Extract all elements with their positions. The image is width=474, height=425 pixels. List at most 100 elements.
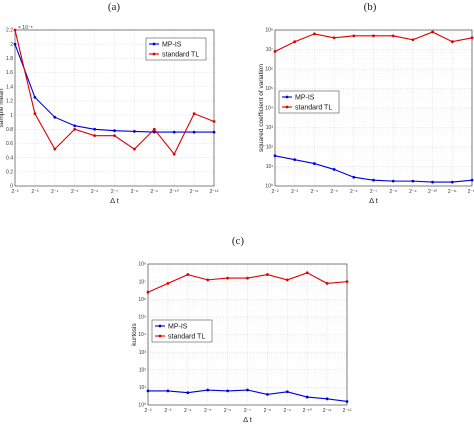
legend-box xyxy=(151,319,213,343)
y-tick-label: 0.4 xyxy=(6,155,13,161)
data-point xyxy=(450,180,454,184)
y-tick-label: 10⁵ xyxy=(138,315,146,321)
data-point xyxy=(172,152,176,156)
data-point xyxy=(352,175,356,179)
data-point xyxy=(73,124,77,128)
legend-label: MP-IS xyxy=(168,323,188,330)
panel-label: (a) xyxy=(108,1,121,13)
data-point xyxy=(206,278,210,282)
x-tick-label: 2⁻³ xyxy=(164,408,171,414)
x-tick-label: 2⁻¹⁰ xyxy=(303,408,312,414)
data-point xyxy=(186,391,190,395)
data-point xyxy=(470,178,474,182)
data-point xyxy=(133,130,136,133)
y-tick-label: 0.8 xyxy=(6,127,13,133)
y-tick-label: 10¹ xyxy=(266,164,274,170)
y-tick-label: 10² xyxy=(139,367,147,373)
y-multiplier: × 10⁻⁸ xyxy=(18,25,33,31)
data-point xyxy=(313,32,316,36)
data-point xyxy=(226,389,230,393)
y-tick-label: 2.2 xyxy=(6,28,13,34)
data-point xyxy=(93,134,96,138)
x-tick-label: 2⁻¹² xyxy=(468,189,474,195)
data-point xyxy=(53,115,57,119)
x-tick-label: 2⁻¹⁰ xyxy=(170,189,179,195)
x-tick-label: 2⁻² xyxy=(144,408,151,414)
y-tick-label: 0.6 xyxy=(6,141,13,147)
y-tick-label: 1 xyxy=(10,113,13,119)
x-tick-label: 2⁻⁵ xyxy=(330,189,338,195)
y-axis-label: squared coefficient of variation xyxy=(258,64,265,152)
legend-swatch-marker xyxy=(158,334,162,338)
y-tick-label: 2 xyxy=(10,42,13,48)
chart-panel-0: (a) 2⁻² 2⁻³ 2⁻⁴ 2⁻⁵ 2⁻⁶ 2⁻⁷ 2⁻⁸ 2⁻⁹ 2⁻¹⁰ 2⁻¹¹ 2⁻¹² 0… xyxy=(0,1,219,205)
data-point xyxy=(166,389,170,393)
y-tick-label: 1.6 xyxy=(6,70,13,76)
x-tick-label: 2⁻⁵ xyxy=(204,408,212,414)
plot-frame xyxy=(274,29,473,187)
x-axis-label: Δ t xyxy=(243,415,253,424)
y-tick-label: 1.4 xyxy=(6,84,13,90)
y-tick-label: 10⁸ xyxy=(265,28,273,34)
y-tick-label: 0.2 xyxy=(6,170,13,176)
data-point xyxy=(372,178,375,182)
data-point xyxy=(146,290,150,294)
x-tick-label: 2⁻⁴ xyxy=(184,408,192,414)
data-point xyxy=(266,393,269,396)
legend-label: MP-IS xyxy=(295,94,315,101)
data-point xyxy=(332,36,336,40)
legend-swatch-marker xyxy=(152,52,156,56)
data-point xyxy=(146,389,150,393)
data-point xyxy=(293,40,297,44)
data-point xyxy=(172,130,176,134)
x-tick-label: 2⁻³ xyxy=(31,189,38,195)
data-point xyxy=(166,281,170,285)
y-tick-label: 10⁰ xyxy=(265,184,273,190)
data-point xyxy=(206,388,210,392)
data-point xyxy=(345,280,349,284)
x-tick-label: 2⁻¹¹ xyxy=(323,408,332,414)
y-axis-label: kurtosis xyxy=(131,323,138,346)
legend-swatch-marker xyxy=(285,105,289,109)
data-point xyxy=(450,40,454,44)
data-point xyxy=(325,397,329,401)
data-point xyxy=(73,127,77,131)
y-tick-label: 0 xyxy=(10,184,13,190)
data-point xyxy=(293,158,297,162)
x-tick-label: 2⁻⁶ xyxy=(350,189,357,195)
y-tick-label: 10⁷ xyxy=(266,47,274,53)
data-point xyxy=(226,276,230,280)
x-tick-label: 2⁻⁸ xyxy=(264,408,272,414)
legend-label: standard TL xyxy=(295,104,332,111)
data-point xyxy=(152,127,156,131)
data-point xyxy=(285,390,289,394)
data-point xyxy=(53,147,57,151)
data-point xyxy=(152,130,156,134)
data-point xyxy=(192,112,196,116)
x-tick-label: 2⁻³ xyxy=(291,189,298,195)
data-point xyxy=(192,130,196,134)
y-tick-label: 10¹ xyxy=(139,385,147,391)
legend-swatch-marker xyxy=(158,324,162,328)
data-point xyxy=(113,134,116,138)
data-point xyxy=(305,395,309,399)
y-tick-label: 10⁴ xyxy=(265,106,273,112)
data-point xyxy=(391,179,395,183)
x-tick-label: 2⁻⁹ xyxy=(284,408,292,414)
plot-frame xyxy=(14,29,215,187)
data-point xyxy=(305,271,309,275)
x-tick-label: 2⁻⁷ xyxy=(244,408,251,414)
data-point xyxy=(273,154,277,158)
data-point xyxy=(246,276,249,280)
data-point xyxy=(93,127,96,131)
x-tick-label: 2⁻¹² xyxy=(343,408,352,414)
x-tick-label: 2⁻¹¹ xyxy=(190,189,199,195)
data-point xyxy=(372,34,375,38)
data-point xyxy=(391,34,395,38)
data-point xyxy=(273,50,277,53)
x-tick-label: 2⁻⁵ xyxy=(71,189,79,195)
data-point xyxy=(133,147,136,151)
data-point xyxy=(352,34,356,38)
data-point xyxy=(431,180,434,184)
data-point xyxy=(186,273,190,276)
